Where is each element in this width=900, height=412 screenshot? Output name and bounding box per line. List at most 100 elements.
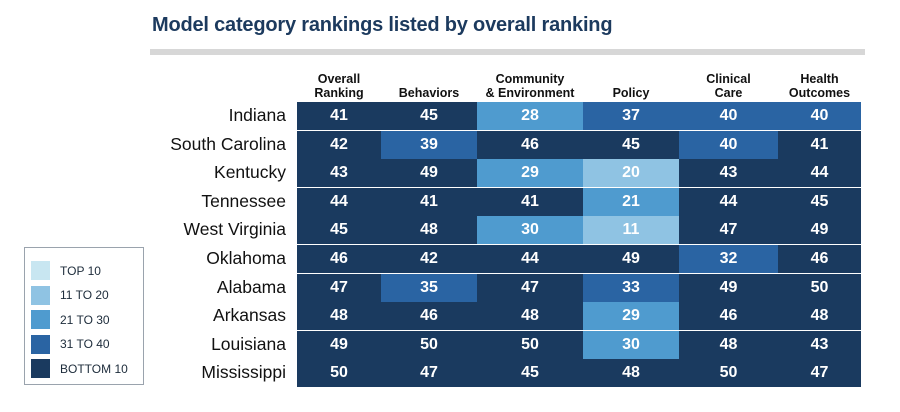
heatmap-cell: 50 <box>477 330 583 359</box>
heatmap-cell: 49 <box>679 273 778 302</box>
heatmap-cell: 44 <box>477 245 583 273</box>
heatmap-cell: 47 <box>679 216 778 245</box>
heatmap-cell: 50 <box>778 273 861 302</box>
column-header: Community & Environment <box>477 66 583 100</box>
heatmap-cell: 48 <box>297 302 381 331</box>
heatmap-cell: 21 <box>583 187 679 216</box>
heatmap-cell: 47 <box>297 273 381 302</box>
heatmap-cell: 41 <box>297 102 381 130</box>
heatmap-cell: 46 <box>778 245 861 273</box>
heatmap-cell: 29 <box>583 302 679 331</box>
heatmap-cell: 49 <box>583 245 679 273</box>
column-header-line: Health <box>800 72 839 86</box>
column-header-line: Overall <box>317 72 361 86</box>
heatmap-cell: 50 <box>381 330 477 359</box>
heatmap-cell: 40 <box>679 102 778 130</box>
heatmap-cell: 48 <box>381 216 477 245</box>
heatmap-cell: 43 <box>679 159 778 188</box>
legend-swatch <box>31 359 50 378</box>
legend-label: 21 TO 30 <box>60 312 110 327</box>
heatmap-cell: 30 <box>477 216 583 245</box>
heatmap-cell: 40 <box>778 102 861 130</box>
legend-item: 21 TO 30 <box>31 310 110 329</box>
row-label: South Carolina <box>170 133 286 154</box>
heatmap-cell: 35 <box>381 273 477 302</box>
heatmap-cell: 49 <box>297 330 381 359</box>
heatmap-cell: 39 <box>381 130 477 159</box>
heatmap-cell: 45 <box>583 130 679 159</box>
column-header-line: Care <box>714 86 743 100</box>
column-header-line: & Environment <box>485 86 575 100</box>
legend-swatch <box>31 285 50 305</box>
legend-label: 11 TO 20 <box>60 288 109 302</box>
heatmap-cell: 47 <box>381 359 477 388</box>
column-header: Health Outcomes <box>778 66 861 100</box>
row-label: Alabama <box>216 276 286 297</box>
legend-item: BOTTOM 10 <box>31 359 128 378</box>
heatmap-cell: 46 <box>477 130 583 159</box>
heatmap-cell: 48 <box>583 359 679 388</box>
row-label: Oklahoma <box>206 248 286 268</box>
heatmap-cell: 44 <box>679 187 778 216</box>
heatmap-cell: 45 <box>381 102 477 130</box>
heatmap-cell: 50 <box>297 359 381 388</box>
column-header-line: Policy <box>612 86 650 100</box>
legend-label: BOTTOM 10 <box>60 361 128 376</box>
legend-item: TOP 10 <box>31 261 101 280</box>
column-header-line: Community <box>495 72 565 86</box>
heatmap-cell: 46 <box>679 302 778 331</box>
legend-swatch <box>31 261 50 280</box>
heatmap-cell: 48 <box>477 302 583 331</box>
heatmap-cell: 47 <box>477 273 583 302</box>
heatmap-cell: 30 <box>583 330 679 359</box>
column-header-line: Ranking <box>314 86 364 100</box>
heatmap-cell: 46 <box>381 302 477 331</box>
row-label: Tennessee <box>201 190 286 211</box>
legend-item: 31 TO 40 <box>31 334 110 354</box>
heatmap-cell: 33 <box>583 273 679 302</box>
heatmap-cell: 49 <box>778 216 861 245</box>
column-header-line: Outcomes <box>788 86 851 100</box>
legend: TOP 10 11 TO 20 21 TO 30 31 TO 40 BOTTOM 10 <box>24 247 144 385</box>
column-header: Overall Ranking <box>297 66 381 100</box>
row-label: Kentucky <box>214 162 286 183</box>
legend-swatch <box>31 310 50 329</box>
legend-label: TOP 10 <box>60 263 101 278</box>
legend-swatch <box>31 334 50 354</box>
heatmap-cell: 49 <box>381 159 477 188</box>
heatmap-cell: 11 <box>583 216 679 245</box>
chart-title: Model category rankings listed by overal… <box>152 14 613 36</box>
heatmap-cell: 29 <box>477 159 583 188</box>
heatmap-cell: 45 <box>778 187 861 216</box>
row-label: Louisiana <box>211 333 286 354</box>
legend-item: 11 TO 20 <box>31 285 109 305</box>
heatmap-cell: 43 <box>778 330 861 359</box>
row-label: Indiana <box>228 105 286 125</box>
heatmap-cell: 46 <box>297 245 381 273</box>
heatmap-cell: 41 <box>778 130 861 159</box>
heatmap-cell: 43 <box>297 159 381 188</box>
heatmap-cell: 28 <box>477 102 583 130</box>
heatmap-cell: 48 <box>679 330 778 359</box>
heatmap-cell: 44 <box>778 159 861 188</box>
row-label: Arkansas <box>213 305 286 326</box>
legend-label: 31 TO 40 <box>60 337 110 351</box>
heatmap-cell: 45 <box>297 216 381 245</box>
row-label: Mississippi <box>201 362 286 383</box>
heatmap-cell: 42 <box>297 130 381 159</box>
heatmap-cell: 47 <box>778 359 861 388</box>
column-header: Clinical Care <box>679 66 778 100</box>
column-header-line: Behaviors <box>398 86 460 100</box>
column-header-line: Clinical <box>706 72 751 86</box>
heatmap-cell: 20 <box>583 159 679 188</box>
heatmap-cell: 41 <box>381 187 477 216</box>
heatmap-cell: 50 <box>679 359 778 388</box>
heatmap-cell: 32 <box>679 245 778 273</box>
heatmap-cell: 37 <box>583 102 679 130</box>
heatmap-cell: 45 <box>477 359 583 388</box>
title-rule <box>150 49 865 55</box>
column-header: Policy <box>583 66 679 100</box>
heatmap-cell: 48 <box>778 302 861 331</box>
heatmap-cell: 44 <box>297 187 381 216</box>
heatmap-cell: 40 <box>679 130 778 159</box>
